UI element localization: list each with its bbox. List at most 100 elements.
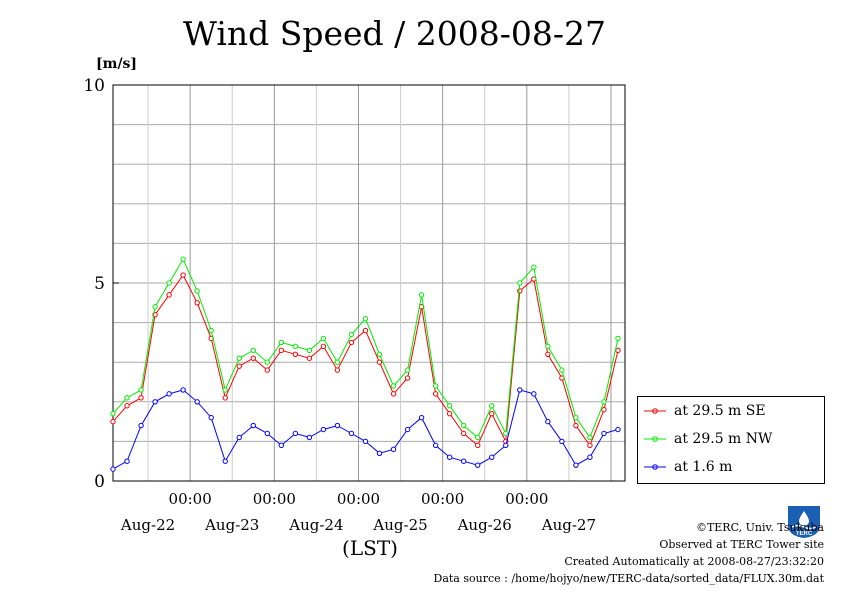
data-point-1 — [601, 399, 607, 405]
y-tick-label: 5 — [94, 274, 105, 294]
data-point-0 — [475, 442, 481, 449]
y-axis-unit: [m/s] — [96, 56, 138, 72]
data-point-2 — [222, 458, 228, 464]
data-point-2 — [475, 462, 481, 468]
data-point-1 — [460, 422, 467, 429]
x-date-label: Aug-22 — [120, 516, 175, 534]
credit-created: Created Automatically at 2008-08-27/23:3… — [564, 555, 824, 568]
y-tick-label: 10 — [83, 76, 105, 96]
data-point-1 — [559, 367, 565, 373]
data-point-1 — [615, 335, 621, 342]
data-point-2 — [194, 399, 200, 405]
data-point-0 — [545, 351, 551, 357]
data-point-1 — [180, 256, 186, 262]
data-point-1 — [348, 331, 355, 338]
data-point-0 — [446, 410, 453, 417]
legend-label-nw: at 29.5 m NW — [674, 431, 773, 447]
data-point-2 — [531, 391, 537, 397]
x-tick-label: 00:00 — [253, 490, 296, 508]
data-point-0 — [180, 272, 186, 278]
data-point-1 — [236, 355, 242, 361]
legend-marker-nw — [644, 436, 666, 442]
data-point-2 — [348, 430, 355, 437]
data-point-1 — [208, 327, 214, 334]
data-point-0 — [460, 430, 467, 437]
data-point-2 — [601, 430, 607, 437]
data-point-1 — [587, 434, 593, 441]
data-point-0 — [348, 339, 355, 346]
data-point-1 — [545, 343, 551, 350]
data-point-0 — [390, 391, 397, 397]
data-point-1 — [110, 410, 116, 417]
x-tick-label: 00:00 — [505, 490, 548, 508]
data-point-2 — [362, 438, 369, 445]
legend-item-nw: at 29.5 m NW — [642, 429, 772, 449]
x-date-label: Aug-27 — [541, 516, 596, 534]
data-point-0 — [404, 375, 411, 381]
data-point-0 — [236, 363, 242, 369]
credit-copyright: ©TERC, Univ. Tsukuba — [695, 521, 824, 534]
legend-item-se: at 29.5 m SE — [642, 401, 766, 421]
x-tick-label: 00:00 — [337, 490, 380, 508]
data-point-2 — [110, 466, 116, 472]
data-point-2 — [545, 418, 551, 425]
data-point-1 — [404, 367, 411, 373]
data-point-0 — [517, 288, 523, 294]
data-point-1 — [320, 335, 327, 342]
data-point-1 — [222, 387, 228, 393]
data-point-0 — [124, 403, 130, 409]
data-point-2 — [152, 399, 158, 405]
data-point-0 — [432, 391, 439, 397]
data-point-1 — [573, 414, 579, 421]
data-point-2 — [418, 414, 425, 421]
data-point-0 — [376, 359, 383, 365]
data-point-0 — [320, 343, 327, 350]
legend-marker-1-6m — [644, 464, 666, 470]
data-point-1 — [390, 383, 397, 389]
data-point-2 — [390, 446, 397, 453]
data-point-0 — [194, 300, 200, 306]
data-point-2 — [124, 458, 130, 464]
terc-logo: TERC — [784, 503, 824, 539]
data-point-1 — [503, 430, 509, 437]
data-point-0 — [250, 355, 256, 361]
chart-title: Wind Speed / 2008-08-27 — [183, 14, 607, 53]
data-point-2 — [573, 462, 579, 468]
data-point-0 — [292, 351, 299, 357]
data-point-2 — [432, 442, 439, 449]
data-point-0 — [166, 292, 172, 298]
data-point-2 — [446, 454, 453, 460]
data-point-0 — [489, 410, 495, 417]
x-axis-label: (LST) — [342, 536, 398, 560]
data-point-0 — [264, 367, 271, 373]
data-point-2 — [503, 442, 509, 449]
x-date-label: Aug-23 — [204, 516, 259, 534]
data-point-2 — [236, 434, 242, 441]
data-point-1 — [446, 403, 453, 409]
data-point-0 — [587, 442, 593, 449]
data-point-2 — [334, 422, 341, 429]
legend-item-1-6m: at 1.6 m — [642, 457, 732, 477]
data-point-1 — [362, 315, 369, 322]
data-point-1 — [432, 383, 439, 389]
data-point-1 — [278, 339, 285, 346]
x-tick-label: 00:00 — [421, 490, 464, 508]
data-point-1 — [418, 292, 425, 298]
legend-label-1-6m: at 1.6 m — [674, 459, 733, 475]
data-point-1 — [517, 280, 523, 286]
data-point-2 — [166, 391, 172, 397]
data-point-2 — [460, 458, 467, 464]
credit-observed: Observed at TERC Tower site — [659, 538, 824, 551]
data-point-2 — [306, 434, 313, 441]
legend-marker-se — [644, 408, 666, 414]
y-tick-label: 0 — [94, 472, 105, 492]
data-point-1 — [531, 264, 537, 270]
data-point-1 — [489, 403, 495, 409]
data-point-1 — [250, 347, 256, 354]
data-point-0 — [110, 418, 116, 425]
x-date-label: Aug-26 — [457, 516, 512, 534]
data-point-0 — [362, 327, 369, 334]
data-point-0 — [278, 347, 285, 354]
data-point-1 — [334, 359, 341, 365]
